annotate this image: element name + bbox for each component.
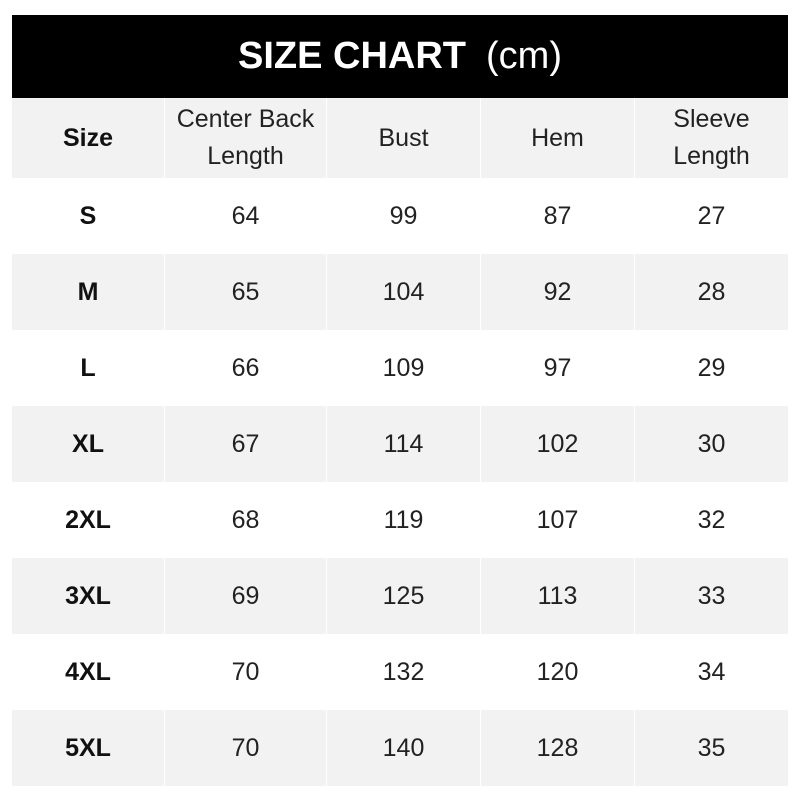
size-label: 3XL — [12, 558, 164, 634]
table-cell: 119 — [383, 505, 424, 534]
table-cell: 87 — [543, 201, 572, 230]
column-header: Center Back Length — [165, 98, 326, 178]
table-cell: 30 — [635, 406, 788, 482]
size-label: S — [79, 201, 97, 230]
table-cell: 70 — [231, 657, 260, 686]
size-label: 2XL — [65, 505, 111, 534]
size-label: XL — [12, 406, 164, 482]
table-cell: 107 — [536, 505, 579, 534]
title-main: SIZE CHART — [238, 35, 467, 77]
table-cell: 67 — [165, 406, 326, 482]
column-header: Sleeve Length — [635, 98, 788, 178]
table-cell: 120 — [536, 657, 579, 686]
table-cell: 70 — [165, 710, 326, 786]
table-cell: 35 — [635, 710, 788, 786]
table-cell: 65 — [165, 254, 326, 330]
table-cell: 92 — [481, 254, 634, 330]
table-cell: 64 — [231, 201, 260, 230]
table-cell: 28 — [635, 254, 788, 330]
column-header-line: Size — [62, 123, 114, 152]
table-cell: 104 — [327, 254, 480, 330]
size-label: M — [12, 254, 164, 330]
table-cell: 29 — [697, 353, 726, 382]
size-table: Size Center Back Length Bust Hem Sleeve Length… — [12, 98, 788, 786]
table-cell: 113 — [481, 558, 634, 634]
table-cell: 128 — [481, 710, 634, 786]
size-label: L — [80, 353, 96, 382]
table-cell: 32 — [697, 505, 726, 534]
size-label: 5XL — [12, 710, 164, 786]
table-cell: 99 — [389, 201, 418, 230]
table-cell: 132 — [382, 657, 425, 686]
table-cell: 109 — [382, 353, 425, 382]
column-header-line: Sleeve — [673, 105, 750, 133]
table-cell: 97 — [543, 353, 572, 382]
column-header: Bust — [327, 98, 480, 178]
chart-title: SIZE CHART (cm) — [12, 15, 788, 98]
title-unit: (cm) — [486, 35, 562, 77]
column-header-line: Hem — [531, 123, 584, 152]
column-header-line: Center Back — [176, 105, 315, 133]
table-cell: 102 — [481, 406, 634, 482]
column-header-line: Bust — [378, 123, 429, 152]
table-cell: 114 — [327, 406, 480, 482]
size-label: 4XL — [65, 657, 111, 686]
table-cell: 34 — [697, 657, 726, 686]
column-header-line: Length — [207, 142, 284, 170]
table-cell: 66 — [231, 353, 260, 382]
column-header-line: Length — [673, 142, 750, 170]
column-header: Size — [12, 98, 164, 178]
table-cell: 69 — [165, 558, 326, 634]
column-header: Hem — [481, 98, 634, 178]
table-cell: 68 — [231, 505, 260, 534]
table-cell: 125 — [327, 558, 480, 634]
table-cell: 33 — [635, 558, 788, 634]
table-cell: 27 — [697, 201, 726, 230]
table-cell: 140 — [327, 710, 480, 786]
